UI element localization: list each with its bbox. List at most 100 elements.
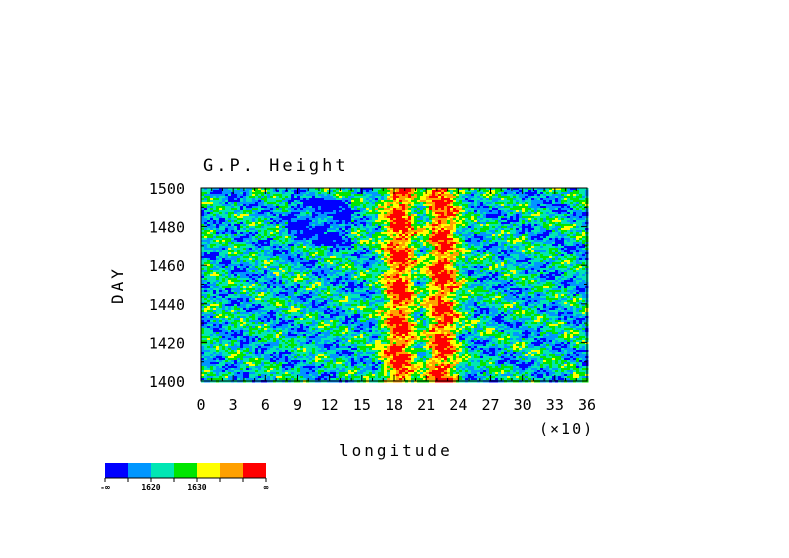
heatmap-cell	[483, 216, 487, 219]
heatmap-cell	[570, 220, 574, 223]
heatmap-cell	[288, 238, 292, 241]
heatmap-cell	[465, 192, 469, 195]
heatmap-cell	[294, 238, 298, 241]
heatmap-cell	[516, 220, 520, 223]
heatmap-cell	[354, 260, 358, 263]
heatmap-cell	[558, 236, 562, 239]
heatmap-cell	[213, 190, 217, 193]
heatmap-cell	[438, 246, 442, 249]
heatmap-cell	[258, 252, 262, 255]
heatmap-cell	[213, 206, 217, 209]
heatmap-cell	[249, 252, 253, 255]
heatmap-cell	[522, 244, 526, 247]
heatmap-cell	[249, 232, 253, 235]
heatmap-cell	[510, 258, 514, 261]
heatmap-cell	[453, 240, 457, 243]
heatmap-cell	[201, 198, 205, 201]
heatmap-cell	[351, 246, 355, 249]
heatmap-cell	[552, 238, 556, 241]
heatmap-cell	[210, 256, 214, 259]
heatmap-cell	[495, 254, 499, 257]
heatmap-cell	[420, 228, 424, 231]
heatmap-cell	[408, 228, 412, 231]
heatmap-cell	[408, 204, 412, 207]
heatmap-cell	[279, 208, 283, 211]
heatmap-cell	[285, 244, 289, 247]
heatmap-cell	[543, 240, 547, 243]
heatmap-cell	[348, 218, 352, 221]
heatmap-cell	[447, 200, 451, 203]
heatmap-cell	[432, 236, 436, 239]
heatmap-cell	[582, 238, 586, 241]
heatmap-cell	[264, 212, 268, 215]
heatmap-cell	[564, 222, 568, 225]
heatmap-cell	[348, 234, 352, 237]
heatmap-cell	[564, 248, 568, 251]
heatmap-cell	[270, 262, 274, 265]
heatmap-cell	[339, 226, 343, 229]
heatmap-cell	[441, 198, 445, 201]
heatmap-cell	[255, 254, 259, 257]
heatmap-cell	[510, 212, 514, 215]
heatmap-cell	[204, 220, 208, 223]
heatmap-cell	[534, 236, 538, 239]
heatmap-cell	[354, 238, 358, 241]
heatmap-cell	[252, 196, 256, 199]
heatmap-cell	[423, 262, 427, 265]
heatmap-cell	[528, 206, 532, 209]
heatmap-cell	[324, 192, 328, 195]
heatmap-cell	[333, 244, 337, 247]
heatmap-cell	[468, 244, 472, 247]
heatmap-cell	[282, 252, 286, 255]
heatmap-cell	[477, 190, 481, 193]
heatmap-cell	[393, 222, 397, 225]
heatmap-cell	[450, 222, 454, 225]
heatmap-cell	[297, 214, 301, 217]
heatmap-cell	[492, 210, 496, 213]
heatmap-cell	[267, 224, 271, 227]
heatmap-cell	[507, 208, 511, 211]
heatmap-cell	[297, 194, 301, 197]
heatmap-cell	[228, 254, 232, 257]
heatmap-cell	[303, 228, 307, 231]
heatmap-cell	[432, 252, 436, 255]
heatmap-cell	[234, 212, 238, 215]
heatmap-cell	[402, 216, 406, 219]
heatmap-cell	[486, 244, 490, 247]
heatmap-cell	[321, 246, 325, 249]
heatmap-cell	[399, 218, 403, 221]
heatmap-cell	[432, 258, 436, 261]
heatmap-cell	[546, 236, 550, 239]
heatmap-cell	[495, 252, 499, 255]
heatmap-cell	[390, 214, 394, 217]
heatmap-cell	[435, 226, 439, 229]
heatmap-cell	[417, 228, 421, 231]
heatmap-cell	[492, 226, 496, 229]
heatmap-cell	[576, 192, 580, 195]
heatmap-cell	[318, 224, 322, 227]
heatmap-cell	[297, 238, 301, 241]
heatmap-cell	[252, 208, 256, 211]
heatmap-cell	[252, 234, 256, 237]
heatmap-cell	[351, 194, 355, 197]
heatmap-cell	[387, 222, 391, 225]
heatmap-cell	[360, 232, 364, 235]
heatmap-cell	[222, 192, 226, 195]
heatmap-cell	[207, 204, 211, 207]
heatmap-cell	[273, 254, 277, 257]
heatmap-cell	[357, 218, 361, 221]
heatmap-cell	[363, 190, 367, 193]
heatmap-cell	[243, 214, 247, 217]
heatmap-cell	[279, 226, 283, 229]
heatmap-cell	[360, 242, 364, 245]
heatmap-cell	[210, 252, 214, 255]
heatmap-cell	[360, 256, 364, 259]
heatmap-cell	[378, 264, 382, 267]
heatmap-cell	[318, 230, 322, 233]
heatmap-cell	[294, 260, 298, 263]
heatmap-cell	[387, 226, 391, 229]
heatmap-cell	[216, 192, 220, 195]
heatmap-cell	[213, 198, 217, 201]
heatmap-cell	[504, 200, 508, 203]
heatmap-cell	[384, 238, 388, 241]
